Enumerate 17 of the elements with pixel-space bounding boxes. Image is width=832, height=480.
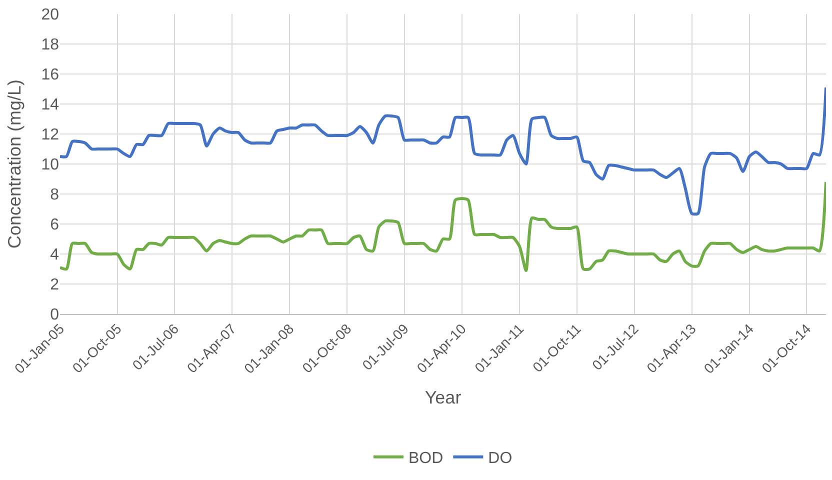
y-tick-label: 2 — [50, 276, 60, 294]
y-tick-label: 4 — [50, 246, 60, 264]
y-tick-label: 16 — [41, 66, 60, 84]
y-tick-label: 10 — [41, 156, 60, 174]
x-axis-title: Year — [424, 388, 462, 408]
line-series — [60, 86, 826, 215]
legend-label: DO — [488, 450, 512, 468]
y-tick-label: 0 — [50, 306, 60, 324]
line-series — [60, 180, 826, 272]
legend-label: BOD — [408, 450, 444, 468]
y-tick-label: 20 — [41, 6, 60, 24]
y-axis-title: Concentration (mg/L) — [4, 79, 24, 249]
y-tick-label: 18 — [41, 36, 60, 54]
y-tick-label: 12 — [41, 126, 60, 144]
y-tick-label: 14 — [41, 96, 60, 114]
y-tick-label: 6 — [50, 216, 60, 234]
y-tick-label: 8 — [50, 186, 60, 204]
